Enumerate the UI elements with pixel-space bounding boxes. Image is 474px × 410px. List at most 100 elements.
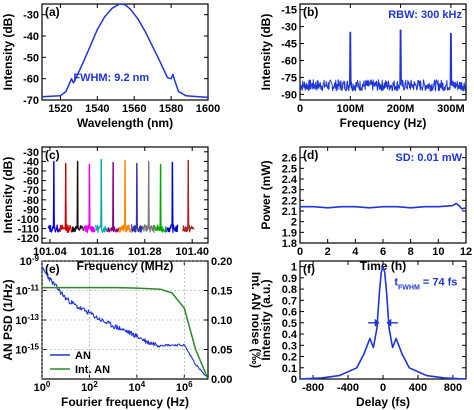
y-tick-label: -75 bbox=[281, 72, 297, 84]
y-axis-label: Intensity (dB) bbox=[1, 14, 15, 91]
int-an-line bbox=[42, 286, 209, 380]
y-right-tick-label: 0.20 bbox=[211, 256, 232, 268]
y-right-axis-label: Int. AN noise (‰) bbox=[249, 272, 263, 368]
x-tick-label: 800 bbox=[444, 382, 462, 394]
y-tick-label: 1.9 bbox=[282, 227, 297, 239]
y-axis-label: Intensity (a.u.) bbox=[259, 279, 273, 360]
x-tick-label: 4 bbox=[352, 246, 359, 258]
panel-label: (b) bbox=[303, 5, 318, 19]
fwhm-annotation: FWHM: 9.2 nm bbox=[73, 72, 149, 84]
y-axis-label: Power (mW) bbox=[259, 160, 273, 229]
y-axis-label: AN PSD (1/Hz) bbox=[1, 279, 15, 360]
x-tick-label: 100M bbox=[337, 103, 365, 115]
y-tick-label: -90 bbox=[23, 204, 39, 216]
y-tick-label: 0.3 bbox=[282, 340, 297, 352]
y-tick-label: -30 bbox=[23, 147, 39, 159]
x-axis-label: Fourier frequency (Hz) bbox=[61, 395, 189, 409]
y-tick-label: -110 bbox=[18, 224, 39, 236]
panel-label: (f) bbox=[303, 262, 315, 276]
y-tick-label: -70 bbox=[23, 185, 39, 197]
panel-b: 0 100M 200M 300M -90 -75 -60 -45 -30 -15 Frequency… bbox=[259, 3, 467, 130]
x-tick-label: 200M bbox=[387, 103, 415, 115]
x-tick-label: 0 bbox=[380, 382, 386, 394]
y-tick-label: 2.3 bbox=[282, 185, 297, 197]
panel-f: -800 -400 0 400 80000.10.20.30.40.50.60.70.8… bbox=[259, 260, 467, 409]
x-tick-label: 2 bbox=[325, 246, 331, 258]
y-tick-label: -50 bbox=[23, 52, 39, 64]
x-tick-label: 10 bbox=[432, 246, 444, 258]
y-tick-label: 2.1 bbox=[282, 206, 297, 218]
autocorrelation-line bbox=[299, 265, 467, 380]
x-axis-label: Frequency (Hz) bbox=[340, 116, 427, 130]
x-tick-label: 1540 bbox=[85, 103, 109, 115]
x-tick-label: 400 bbox=[409, 382, 427, 394]
fwhm-arrowhead-right bbox=[386, 318, 392, 327]
x-tick-label: 6 bbox=[380, 246, 386, 258]
rf-spectrum-line bbox=[299, 29, 467, 92]
y-tick-label: 2.4 bbox=[282, 174, 298, 186]
y-tick-label: 0.5 bbox=[282, 318, 297, 330]
x-tick-label: 0 bbox=[297, 103, 303, 115]
y-tick-label: 0.4 bbox=[282, 329, 298, 341]
x-tick-label: -400 bbox=[337, 382, 359, 394]
x-tick-label: 101.40 bbox=[175, 246, 209, 258]
x-tick-label: 1560 bbox=[122, 103, 146, 115]
y-tick-label: 2.6 bbox=[282, 153, 297, 165]
x-axis-label: Delay (fs) bbox=[356, 395, 410, 409]
y-right-tick-label: 0.10 bbox=[211, 315, 232, 327]
x-tick-label: 12 bbox=[460, 246, 472, 258]
y-tick-label: 0 bbox=[291, 374, 297, 386]
plot-frame bbox=[41, 3, 209, 101]
y-tick-label: 1.8 bbox=[282, 238, 297, 250]
x-tick-label: 1600 bbox=[196, 103, 220, 115]
x-axis-label: Frequency (MHz) bbox=[77, 259, 174, 273]
y-tick-label: 10-13 bbox=[15, 313, 39, 328]
y-right-tick-label: 0.00 bbox=[211, 374, 232, 386]
x-tick-label: 104 bbox=[129, 380, 146, 395]
legend-label-int-an: Int. AN bbox=[75, 364, 110, 376]
x-tick-label: 106 bbox=[176, 380, 193, 395]
x-tick-label: -800 bbox=[302, 382, 324, 394]
y-right-tick-label: 0.15 bbox=[211, 286, 232, 298]
y-tick-label: 0.6 bbox=[282, 307, 297, 319]
comb-peak-7 bbox=[130, 162, 144, 233]
fwhm-annotation: tFWHM = 74 fs bbox=[394, 277, 457, 292]
y-tick-label: 10-15 bbox=[15, 342, 39, 357]
rbw-annotation: RBW: 300 kHz bbox=[388, 9, 462, 21]
power-line bbox=[300, 202, 467, 210]
y-tick-label: 2 bbox=[291, 217, 297, 229]
x-tick-label: 101.16 bbox=[81, 246, 115, 258]
y-tick-label: 0.7 bbox=[282, 295, 297, 307]
x-tick-label: 0 bbox=[297, 246, 303, 258]
y-tick-label: -60 bbox=[281, 55, 297, 67]
panel-c: 101.04 101.16 101.28 101.40-120-110-100-90-… bbox=[1, 146, 209, 273]
x-tick-label: 102 bbox=[81, 380, 98, 395]
x-axis-label: Wavelength (nm) bbox=[77, 116, 173, 130]
y-tick-label: -70 bbox=[23, 95, 39, 107]
y-tick-label: -15 bbox=[281, 5, 297, 17]
y-tick-label: -30 bbox=[23, 10, 39, 22]
comb-peak-6 bbox=[118, 159, 132, 233]
comb-peak-11 bbox=[182, 159, 195, 233]
x-tick-label: 300M bbox=[437, 103, 465, 115]
y-tick-label: -100 bbox=[17, 214, 39, 226]
an-psd-line bbox=[41, 266, 209, 380]
plot-frame bbox=[299, 3, 467, 101]
y-right-tick-label: 0.05 bbox=[211, 345, 232, 357]
y-tick-label: 10-11 bbox=[16, 283, 40, 298]
x-tick-label: 101.28 bbox=[128, 246, 162, 258]
x-tick-label: 100 bbox=[34, 380, 51, 395]
panel-a: 1520 1540 1560 1580 1600 -70 -60 -50 -40 -30 Wavel… bbox=[1, 3, 220, 130]
y-tick-label: -30 bbox=[281, 22, 297, 34]
y-tick-label: -60 bbox=[23, 74, 39, 86]
panel-e: 100 102 104 106 10-9 10-11 10-13 10-15 Fourier f… bbox=[1, 254, 263, 410]
panel-label: (d) bbox=[303, 148, 318, 162]
x-tick-label: 8 bbox=[408, 246, 414, 258]
y-tick-label: -50 bbox=[23, 166, 39, 178]
panel-label: (a) bbox=[45, 5, 60, 19]
y-tick-label: 0.8 bbox=[282, 284, 297, 296]
panel-label: (c) bbox=[45, 148, 60, 162]
y-tick-label: 0.9 bbox=[282, 273, 297, 285]
